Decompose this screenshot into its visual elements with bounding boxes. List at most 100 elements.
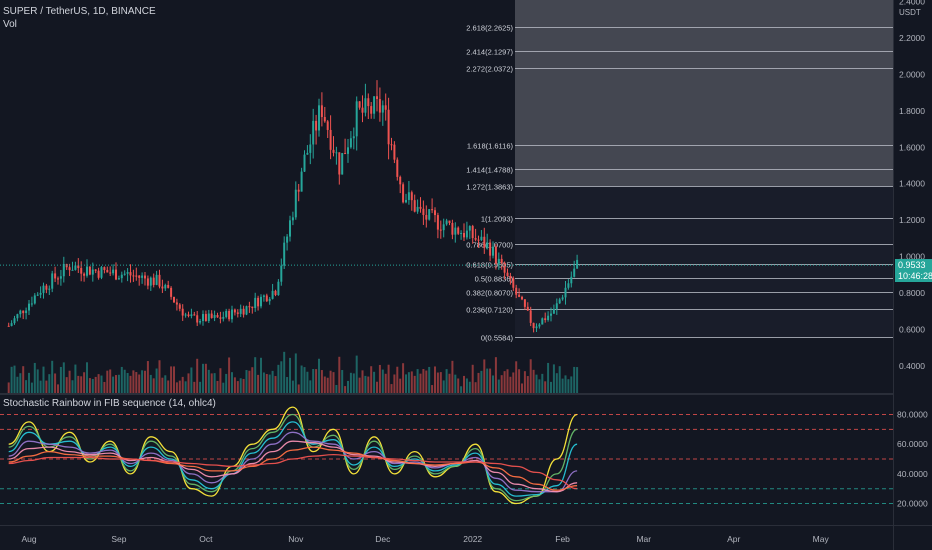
volume-bar bbox=[19, 373, 22, 393]
candle-body bbox=[173, 296, 175, 303]
candle-body bbox=[239, 308, 242, 314]
volume-bar bbox=[222, 382, 225, 393]
volume-bar bbox=[248, 370, 251, 393]
candle-body bbox=[422, 208, 425, 215]
price-tick-label: 0.8000 bbox=[899, 288, 925, 298]
candle-body bbox=[22, 310, 25, 314]
candle-body bbox=[344, 153, 347, 155]
volume-bar bbox=[547, 362, 550, 393]
candle-body bbox=[341, 153, 344, 175]
volume-bar bbox=[349, 372, 352, 393]
candle-body bbox=[106, 269, 109, 273]
time-tick-label: 2022 bbox=[463, 534, 482, 544]
candle-body bbox=[83, 273, 86, 276]
candle-body bbox=[161, 286, 164, 289]
volume-bar bbox=[77, 375, 80, 393]
candle-body bbox=[86, 266, 88, 276]
candle-body bbox=[7, 325, 10, 327]
candle-body bbox=[257, 297, 260, 307]
volume-bar bbox=[570, 376, 573, 393]
volume-bar bbox=[428, 366, 431, 393]
volume-bar bbox=[396, 366, 399, 393]
volume-bar bbox=[22, 366, 25, 393]
axes: 2.4000 2.2000 2.0000 1.8000 1.6000 1.4000 1.20… bbox=[21, 0, 928, 544]
candle-body bbox=[425, 214, 428, 220]
volume-bar bbox=[239, 378, 242, 393]
volume-bar bbox=[57, 384, 59, 393]
candle-body bbox=[373, 96, 376, 114]
fib-level-label: 0.382(0.8070) bbox=[466, 289, 513, 298]
osc-tick-label: 80.0000 bbox=[897, 410, 928, 420]
volume-bar bbox=[71, 380, 74, 393]
candle-body bbox=[196, 315, 199, 323]
candle-body bbox=[497, 258, 500, 264]
volume-bar bbox=[80, 376, 83, 393]
fib-level-label: 0.5(0.8836) bbox=[475, 275, 514, 284]
candle-body bbox=[291, 217, 294, 221]
volume-bar bbox=[202, 363, 204, 393]
candle-body bbox=[405, 199, 407, 203]
volume-bar bbox=[436, 372, 439, 393]
candle-body bbox=[68, 267, 71, 271]
volume-bar bbox=[306, 371, 309, 393]
volume-bar bbox=[434, 366, 436, 393]
volume-bar bbox=[54, 373, 57, 393]
volume-bar bbox=[51, 360, 54, 393]
candle-body bbox=[248, 306, 251, 308]
time-tick-label: Oct bbox=[199, 534, 213, 544]
candle-body bbox=[376, 96, 378, 100]
candle-body bbox=[199, 320, 202, 323]
candle-body bbox=[326, 121, 329, 130]
candle-body bbox=[103, 267, 106, 270]
candle-body bbox=[419, 206, 422, 209]
volume-bar bbox=[204, 363, 207, 393]
volume-bar bbox=[361, 370, 364, 393]
volume-bar bbox=[173, 366, 175, 393]
volume-bar bbox=[486, 368, 489, 393]
volume-bar bbox=[193, 381, 196, 393]
volume-bar bbox=[405, 374, 407, 393]
candle-body bbox=[558, 299, 561, 304]
volume-bar bbox=[445, 369, 448, 393]
candle-body bbox=[178, 304, 181, 309]
candle-body bbox=[483, 236, 486, 248]
candle-body bbox=[442, 224, 445, 231]
symbol-title[interactable]: SUPER / TetherUS, 1D, BINANCE bbox=[3, 6, 156, 17]
candle-body bbox=[164, 284, 167, 289]
candle-body bbox=[561, 297, 564, 300]
volume-bar bbox=[309, 380, 312, 393]
fib-retracement[interactable]: 2.618(2.2625) 2.414(2.1297) 2.272(2.0372) 1… bbox=[466, 0, 893, 343]
candle-body bbox=[576, 259, 579, 269]
volume-bar bbox=[367, 376, 370, 393]
volume-bar bbox=[477, 372, 480, 393]
volume-bar bbox=[65, 377, 68, 393]
volume-bar bbox=[500, 375, 503, 393]
volume-bar bbox=[413, 375, 416, 393]
candle-body bbox=[271, 290, 274, 299]
candle-body bbox=[109, 272, 112, 274]
volume-bar bbox=[355, 355, 358, 393]
volume-bar bbox=[471, 364, 474, 393]
candle-body bbox=[378, 99, 381, 113]
volume-bar bbox=[271, 370, 274, 393]
volume-bar bbox=[155, 368, 158, 393]
candle-body bbox=[123, 273, 126, 275]
volume-bar bbox=[300, 365, 303, 393]
indicator-label[interactable]: Stochastic Rainbow in FIB sequence (14, … bbox=[3, 398, 216, 409]
volume-bar bbox=[555, 373, 558, 393]
candle-body bbox=[387, 109, 390, 145]
volume-bar bbox=[7, 382, 10, 393]
volume-bar bbox=[233, 377, 236, 393]
fib-level-label: 1.272(1.3863) bbox=[466, 183, 513, 192]
candle-body bbox=[126, 272, 129, 274]
price-tick-label: 1.0000 bbox=[899, 252, 925, 262]
candle-body bbox=[370, 106, 373, 114]
candle-body bbox=[112, 269, 115, 274]
volume-bar bbox=[13, 365, 16, 393]
candle-body bbox=[13, 318, 16, 324]
candle-body bbox=[242, 308, 245, 315]
candle-body bbox=[309, 144, 312, 153]
volume-bar bbox=[538, 379, 541, 393]
volume-bar bbox=[103, 381, 106, 393]
